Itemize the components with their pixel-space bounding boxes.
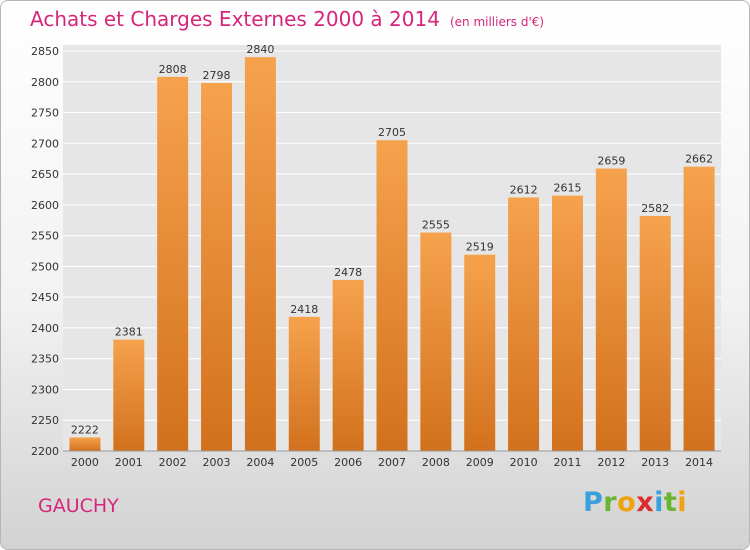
x-tick-label: 2001 [115,456,143,469]
data-label: 2418 [290,303,318,316]
data-label: 2840 [246,43,274,56]
x-tick-label: 2002 [159,456,187,469]
x-tick-label: 2006 [334,456,362,469]
bar [508,197,540,451]
y-axis: 2200 2250 2300 2350 2400 2450 2500 2550 2600 2650… [31,45,59,458]
x-tick-label: 2004 [246,456,274,469]
x-tick-label: 2003 [203,456,231,469]
data-label: 2615 [553,182,581,195]
x-tick-label: 2007 [378,456,406,469]
bar [113,339,145,451]
x-tick-label: 2014 [685,456,713,469]
bar-series [69,57,715,452]
bar [639,215,671,451]
y-tick-label: 2350 [31,353,59,366]
x-tick-label: 2011 [553,456,581,469]
y-tick-label: 2750 [31,107,59,120]
x-tick-label: 2008 [422,456,450,469]
y-tick-label: 2500 [31,260,59,273]
title-text: Achats et Charges Externes 2000 à 2014 [30,7,440,31]
bar [69,437,101,451]
bar [376,140,408,451]
data-label: 2808 [159,63,187,76]
y-tick-label: 2400 [31,322,59,335]
x-tick-label: 2012 [597,456,625,469]
y-tick-label: 2850 [31,45,59,58]
y-tick-label: 2650 [31,168,59,181]
y-tick-label: 2200 [31,445,59,458]
y-tick-label: 2550 [31,230,59,243]
city-name: GAUCHY [38,495,119,517]
data-label: 2381 [115,326,143,339]
data-label: 2222 [71,423,99,436]
y-tick-label: 2700 [31,137,59,150]
y-tick-label: 2300 [31,383,59,396]
bar [244,57,276,452]
x-tick-label: 2013 [641,456,669,469]
y-tick-label: 2600 [31,199,59,212]
x-tick-label: 2005 [290,456,318,469]
y-tick-label: 2450 [31,291,59,304]
chart-title: Achats et Charges Externes 2000 à 2014 (e… [30,7,544,31]
data-label: 2798 [203,69,231,82]
bar [157,76,189,451]
bar [464,254,496,451]
data-labels: 2222 2381 2808 2798 2840 2418 2478 2705 2555 2519… [71,43,713,436]
title-unit: (en milliers d'€) [449,15,545,29]
x-tick-label: 2010 [510,456,538,469]
x-tick-label: 2000 [71,456,99,469]
x-tick-label: 2009 [466,456,494,469]
data-label: 2555 [422,219,450,232]
y-tick-label: 2250 [31,414,59,427]
x-axis: 2000 2001 2002 2003 2004 2005 2006 2007 2008 2009… [63,450,721,469]
bar [595,168,627,452]
bar [201,83,233,451]
proxiti-logo: Proxiti [583,487,688,518]
bar [420,232,452,451]
bar [551,195,583,451]
y-tick-label: 2800 [31,76,59,89]
bar [683,166,715,451]
data-label: 2705 [378,126,406,139]
data-label: 2659 [597,155,625,168]
data-label: 2478 [334,266,362,279]
bar [332,279,364,451]
data-label: 2662 [685,153,713,166]
data-label: 2612 [510,183,538,196]
bar [288,316,320,451]
data-label: 2582 [641,202,669,215]
data-label: 2519 [466,241,494,254]
